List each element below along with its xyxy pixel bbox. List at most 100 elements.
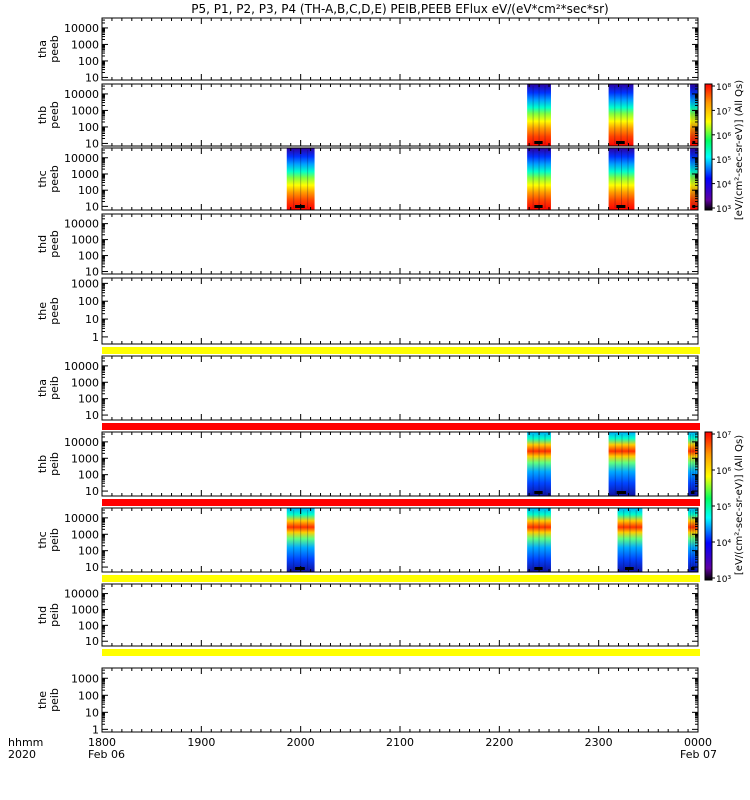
y-tick-label: 10000 <box>64 436 99 449</box>
panel-product-label: peeb <box>48 297 61 325</box>
panel-product-label: peib <box>48 688 61 712</box>
panel-probe-label: thb <box>36 455 49 473</box>
y-tick-label: 10000 <box>64 588 99 601</box>
panel-frame <box>101 213 699 275</box>
colorbar-tick-label: 10⁵ <box>716 156 731 166</box>
panel-probe-label: the <box>36 302 49 320</box>
block-floor-mark <box>295 567 305 570</box>
x-axis-label-year: 2020 <box>8 748 36 761</box>
x-tick-label: 2200 <box>485 736 513 749</box>
colorbar-peib: 10³ 10⁴ 10⁵ 10⁶ 10⁷ [eV/(cm²-sec-sr-eV)] (All… <box>704 431 745 585</box>
colorbar-tick-label: 10⁶ <box>716 132 731 142</box>
y-tick-label: 1000 <box>71 38 99 51</box>
y-tick-label: 10 <box>85 137 99 150</box>
panel-probe-label: thd <box>36 606 49 624</box>
y-tick-label: 10000 <box>64 152 99 165</box>
y-tick-label: 1 <box>92 331 99 344</box>
block-floor-mark <box>534 205 543 208</box>
colorbar-strip <box>704 83 713 211</box>
x-tick-label: 2000 <box>287 736 315 749</box>
data-block <box>688 432 698 496</box>
panel-frame <box>101 277 699 345</box>
panel-probe-label: thc <box>36 170 49 187</box>
colorbar-units-label: [eV/(cm²-sec-sr-eV)] (All Qs) <box>734 80 745 220</box>
y-tick-label: 10 <box>85 313 99 326</box>
y-tick-label: 10000 <box>64 218 99 231</box>
colorbar-tick-label: 10⁴ <box>716 181 731 191</box>
y-tick-label: 1000 <box>71 528 99 541</box>
x-tick-label: 2100 <box>386 736 414 749</box>
x-tick-label: 0000 <box>684 736 712 749</box>
x-date-left: Feb 06 <box>88 748 125 761</box>
block-floor-mark <box>534 567 543 570</box>
block-floor-mark <box>295 205 305 208</box>
flag-band <box>102 499 700 506</box>
y-tick-label: 10000 <box>64 512 99 525</box>
panel-thc-peib: 10 100 1000 10000 thc peib <box>36 507 700 582</box>
y-tick-label: 10 <box>85 409 99 422</box>
colorbar-tick-label: 10⁵ <box>716 503 731 513</box>
data-block <box>527 148 551 210</box>
panel-frame <box>101 17 699 81</box>
colorbar-tick-label: 10³ <box>716 205 731 215</box>
data-block <box>286 148 315 210</box>
y-tick-label: 1000 <box>71 376 99 389</box>
block-floor-mark <box>616 205 626 208</box>
panel-product-label: peeb <box>48 230 61 258</box>
panel-frame <box>101 507 699 573</box>
data-block <box>608 84 634 146</box>
colorbar-strip <box>704 431 713 581</box>
flag-band <box>102 423 700 430</box>
x-tick-label: 2300 <box>585 736 613 749</box>
colorbar-tick-label: 10⁸ <box>716 83 731 93</box>
colorbar-tick-label: 10⁴ <box>716 539 731 549</box>
y-tick-label: 10 <box>85 71 99 84</box>
y-tick-label: 1000 <box>71 452 99 465</box>
chart-title: P5, P1, P2, P3, P4 (TH-A,B,C,D,E) PEIB,P… <box>191 2 609 16</box>
x-date-right: Feb 07 <box>680 748 717 761</box>
y-tick-label: 10 <box>85 200 99 213</box>
colorbar-units-label: [eV/(cm²-sec-sr-eV)] (All Qs) <box>734 435 745 575</box>
data-block <box>286 508 315 572</box>
x-tick-label: 1800 <box>88 736 116 749</box>
panel-tha-peib: 10 100 1000 10000 tha peib <box>36 355 700 430</box>
flag-band <box>102 649 700 656</box>
panel-probe-label: thb <box>36 106 49 124</box>
panel-product-label: peib <box>48 376 61 400</box>
panel-thc-peeb: 10 100 1000 10000 thc peeb <box>36 147 699 213</box>
flag-band <box>102 347 700 354</box>
data-block <box>608 148 635 210</box>
y-tick-label: 10000 <box>64 360 99 373</box>
y-tick-label: 100 <box>78 619 99 632</box>
y-tick-label: 10000 <box>64 88 99 101</box>
y-tick-label: 1000 <box>71 277 99 290</box>
colorbar-tick-label: 10⁶ <box>716 467 731 477</box>
y-tick-label: 1000 <box>71 234 99 247</box>
x-tick-label: 1900 <box>187 736 215 749</box>
panel-thb-peeb: 10 100 1000 10000 thb peeb <box>36 83 699 150</box>
y-tick-label: 100 <box>78 121 99 134</box>
panel-frame <box>101 583 699 647</box>
block-floor-mark <box>692 141 696 144</box>
panel-product-label: peeb <box>48 35 61 63</box>
colorbar-tick-label: 10⁷ <box>716 107 731 117</box>
panel-thd-peeb: 10 100 1000 10000 thd peeb <box>36 213 699 279</box>
block-floor-mark <box>534 491 543 494</box>
y-tick-label: 100 <box>78 469 99 482</box>
y-tick-label: 10 <box>85 266 99 279</box>
time-axis: 1800 1900 2000 2100 2200 2300 0000 Feb 06 Feb 07… <box>8 736 717 761</box>
panel-probe-label: thc <box>36 531 49 548</box>
panel-product-label: peib <box>48 528 61 552</box>
y-tick-label: 100 <box>78 184 99 197</box>
y-tick-label: 10 <box>85 706 99 719</box>
y-tick-label: 100 <box>78 250 99 263</box>
x-axis-label-hhmm: hhmm <box>8 736 43 749</box>
y-tick-label: 1000 <box>71 104 99 117</box>
data-block <box>690 148 698 210</box>
data-block <box>608 432 636 496</box>
panel-tha-peeb: 10 100 1000 10000 tha peeb <box>36 17 699 84</box>
panel-frame <box>101 667 699 733</box>
